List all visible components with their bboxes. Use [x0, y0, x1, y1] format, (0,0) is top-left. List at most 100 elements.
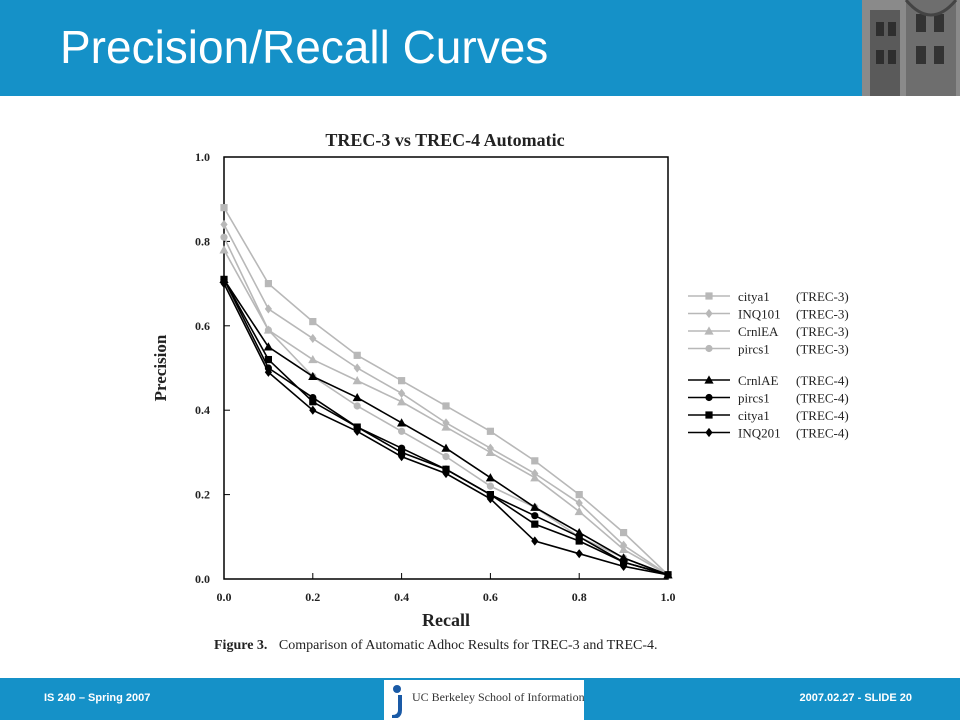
- data-point-triangle: [441, 443, 451, 452]
- legend-entry: pircs1 (TREC-3): [688, 342, 849, 357]
- data-point-triangle: [485, 473, 495, 482]
- data-point-diamond: [486, 494, 494, 504]
- data-point-square: [705, 411, 713, 419]
- data-point-square: [398, 377, 406, 385]
- data-point-triangle: [308, 354, 318, 364]
- building-photo-image: [862, 0, 960, 96]
- precision-recall-chart: TREC-3 vs TREC-4 Automatic 0.0 0.2 0.4 0.6 0…: [151, 130, 849, 653]
- series-inq101-trec3: [220, 219, 672, 580]
- data-point-triangle: [397, 418, 407, 427]
- series-line: [223, 224, 669, 576]
- y-tick-label: 0.4: [195, 403, 210, 417]
- y-tick-label: 0.6: [195, 319, 210, 333]
- series-layer: [219, 204, 673, 580]
- series-inq201-trec4: [220, 279, 672, 580]
- figure-caption: Figure 3. Comparison of Automatic Adhoc …: [214, 638, 658, 653]
- legend-series-name: citya1: [738, 289, 770, 304]
- data-point-circle: [353, 402, 361, 410]
- legend-series-run: (TREC-4): [796, 373, 849, 388]
- data-point-diamond: [398, 388, 406, 398]
- data-point-square: [531, 520, 539, 528]
- legend-series-name: pircs1: [738, 342, 770, 357]
- legend-series-run: (TREC-3): [796, 289, 849, 304]
- campus-building-photo: [862, 0, 960, 96]
- course-label: IS 240 – Spring 2007: [44, 692, 151, 704]
- data-point-diamond: [531, 536, 539, 546]
- data-point-square: [486, 427, 494, 435]
- series-crnlea-trec3: [219, 245, 673, 579]
- y-tick-label: 1.0: [195, 150, 210, 164]
- legend-entry: INQ101 (TREC-3): [688, 307, 849, 322]
- slide-header: Precision/Recall Curves: [0, 0, 960, 96]
- slide-number: 2007.02.27 - SLIDE 20: [799, 692, 912, 704]
- data-point-diamond: [664, 570, 672, 580]
- data-point-square: [264, 355, 272, 364]
- data-point-triangle: [219, 245, 229, 254]
- chart-title: TREC-3 vs TREC-4 Automatic: [325, 130, 564, 150]
- data-point-diamond: [264, 304, 272, 314]
- data-point-diamond: [220, 279, 228, 289]
- legend-series-run: (TREC-3): [796, 324, 849, 339]
- legend-entry: pircs1 (TREC-4): [688, 391, 849, 406]
- legend-series-run: (TREC-4): [796, 408, 849, 423]
- data-point-square: [442, 402, 450, 410]
- data-point-triangle: [441, 422, 451, 431]
- x-tick-label: 0.0: [217, 590, 232, 604]
- legend-series-name: INQ101: [738, 307, 781, 322]
- data-point-diamond: [575, 549, 583, 559]
- legend-entry: CrnlEA (TREC-3): [688, 324, 849, 339]
- x-tick-label: 0.4: [394, 590, 409, 604]
- legend-series-name: citya1: [738, 408, 770, 423]
- data-point-triangle: [308, 371, 318, 381]
- y-tick-label: 0.2: [195, 488, 210, 502]
- data-point-square: [309, 317, 317, 326]
- legend-series-name: pircs1: [738, 391, 770, 406]
- legend-series-run: (TREC-4): [796, 426, 849, 441]
- series-line: [223, 249, 669, 576]
- data-point-circle: [220, 233, 228, 241]
- y-tick-label: 0.0: [195, 572, 210, 586]
- data-point-triangle: [485, 447, 495, 456]
- caption-label: Figure 3.: [214, 638, 267, 653]
- data-point-triangle: [263, 342, 273, 351]
- data-point-square: [531, 457, 539, 465]
- legend-entry: INQ201 (TREC-4): [688, 426, 849, 441]
- data-point-square: [620, 528, 628, 537]
- series-citya1-trec3: [220, 204, 672, 579]
- data-point-triangle: [574, 506, 584, 516]
- legend-series-name: INQ201: [738, 426, 781, 441]
- legend-entry: citya1 (TREC-3): [688, 289, 849, 304]
- data-point-circle: [442, 453, 450, 461]
- data-point-square: [575, 537, 583, 545]
- data-point-diamond: [398, 452, 406, 462]
- data-point-diamond: [575, 498, 583, 508]
- data-point-diamond: [705, 427, 713, 438]
- legend-series-name: CrnlAE: [738, 373, 779, 388]
- data-point-diamond: [309, 405, 317, 415]
- data-point-circle: [398, 427, 406, 435]
- chart-legend: citya1 (TREC-3) INQ101 (TREC-3) CrnlEA (TREC-…: [688, 289, 849, 441]
- data-point-triangle: [352, 392, 362, 402]
- legend-series-name: CrnlEA: [738, 324, 779, 339]
- data-point-diamond: [264, 367, 272, 377]
- data-point-diamond: [353, 363, 361, 373]
- data-point-triangle: [397, 397, 407, 406]
- data-point-circle: [531, 512, 539, 520]
- data-point-diamond: [309, 333, 317, 344]
- school-logo-text: UC Berkeley School of Information: [412, 690, 585, 704]
- school-logo-icon: [391, 685, 402, 718]
- data-point-triangle: [530, 502, 540, 511]
- x-tick-label: 0.2: [305, 590, 320, 604]
- data-point-triangle: [352, 376, 362, 385]
- data-point-triangle: [530, 473, 540, 482]
- data-point-circle: [264, 326, 272, 334]
- school-logo: UC Berkeley School of Information: [384, 680, 585, 720]
- caption-text: Comparison of Automatic Adhoc Results fo…: [279, 638, 658, 653]
- x-tick-label: 0.6: [483, 590, 498, 604]
- data-point-square: [353, 351, 361, 359]
- data-point-diamond: [705, 308, 713, 319]
- data-point-triangle: [619, 544, 629, 554]
- data-point-square: [309, 398, 317, 406]
- data-point-diamond: [442, 468, 450, 479]
- y-axis-label: Precision: [151, 334, 170, 401]
